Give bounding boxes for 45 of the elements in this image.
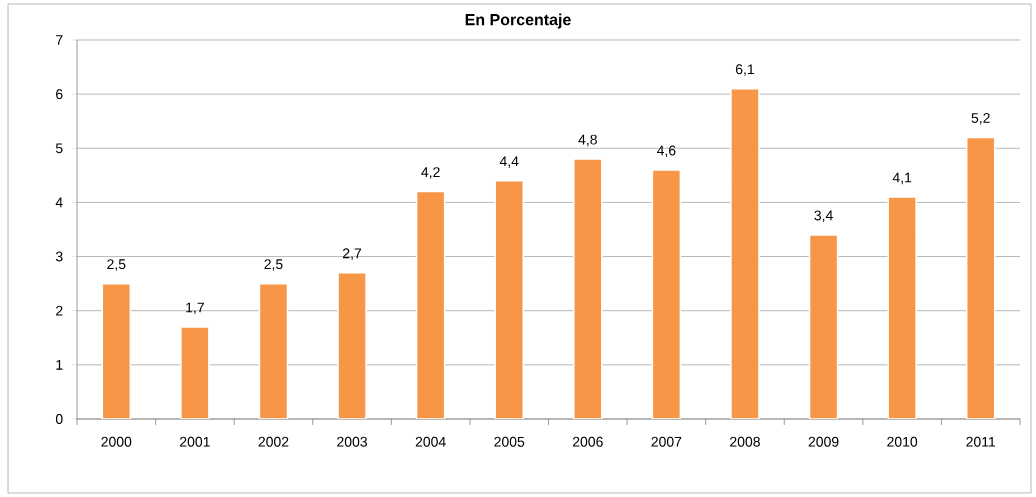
bar	[337, 272, 367, 419]
bar	[494, 180, 524, 419]
data-label: 4,2	[421, 167, 440, 179]
y-tick-label: 3	[55, 251, 63, 262]
x-tick-label: 2005	[494, 436, 525, 447]
data-label: 6,1	[735, 64, 755, 76]
x-tick-label: 2003	[337, 436, 367, 447]
y-tick-label: 4	[55, 197, 63, 208]
data-label: 4,8	[578, 134, 597, 147]
data-label: 4,4	[499, 156, 519, 168]
data-label: 2,7	[343, 248, 362, 260]
y-tick-label: 0	[55, 414, 63, 424]
y-tick-label: 1	[56, 360, 63, 370]
bar	[573, 158, 603, 419]
bar	[180, 326, 210, 419]
x-tick-label: 2008	[730, 436, 760, 447]
data-label: 4,1	[892, 172, 912, 185]
x-tick-label: 2010	[887, 436, 918, 447]
data-label: 4,6	[656, 145, 676, 158]
y-tick-label: 2	[56, 305, 63, 316]
y-tick-label: 6	[56, 89, 63, 100]
data-label: 2,5	[264, 259, 283, 271]
x-tick-label: 2009	[808, 436, 839, 447]
bar	[651, 169, 682, 419]
chart-title: En Porcentaje	[465, 13, 571, 29]
bar	[101, 282, 132, 419]
y-tick-label: 7	[56, 35, 63, 45]
x-tick-label: 2002	[258, 436, 289, 447]
x-tick-label: 2001	[180, 436, 210, 447]
bar	[887, 196, 917, 419]
x-tick-label: 2007	[651, 436, 682, 447]
data-label: 3,4	[814, 210, 833, 223]
data-label: 2,5	[107, 259, 126, 271]
x-tick-label: 2011	[966, 436, 996, 447]
bar	[965, 136, 996, 419]
y-tick-label: 5	[55, 143, 63, 154]
data-label: 5,2	[971, 113, 990, 125]
bar	[415, 190, 446, 419]
x-tick-label: 2006	[572, 436, 603, 447]
x-tick-label: 2004	[415, 436, 446, 447]
bar	[258, 282, 289, 419]
data-label: 1,7	[186, 302, 204, 315]
bar	[730, 87, 760, 419]
bar	[808, 234, 839, 419]
x-tick-label: 2000	[101, 436, 132, 447]
